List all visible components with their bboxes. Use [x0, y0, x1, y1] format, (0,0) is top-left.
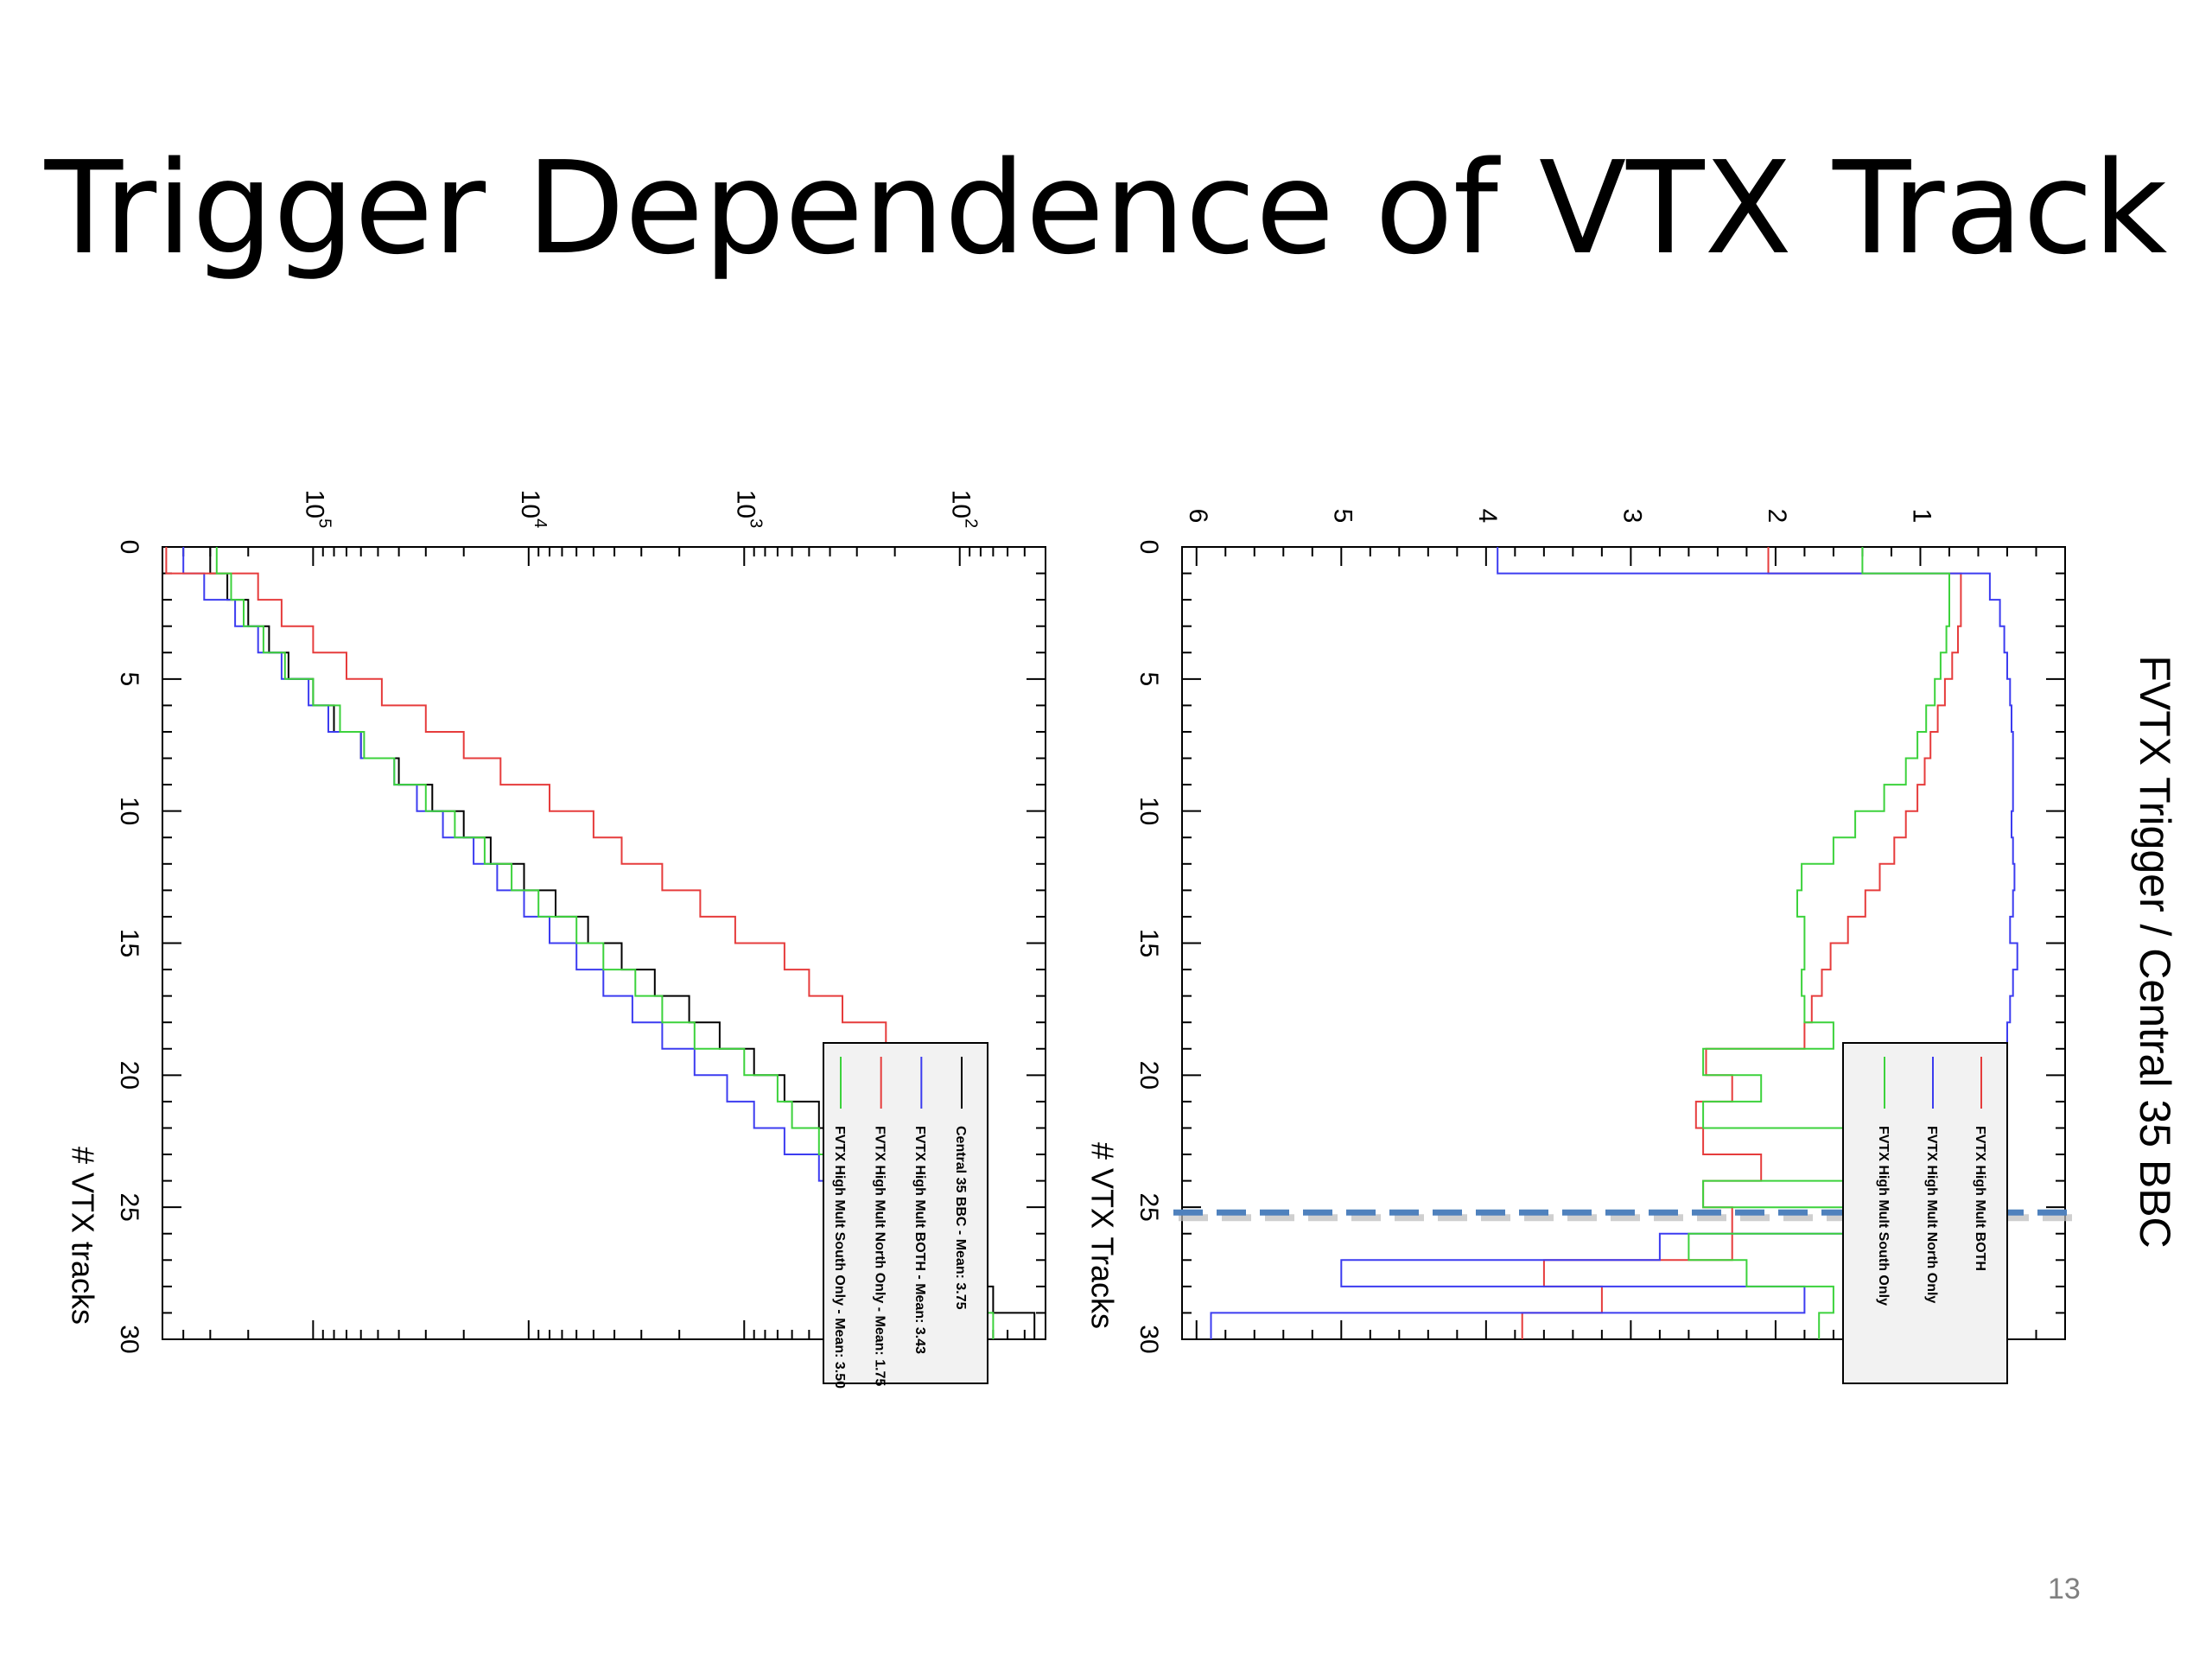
- y-tick-label: 104: [516, 490, 550, 529]
- series-line-3: [1688, 547, 1973, 1339]
- y-tick-label-base: 10: [300, 490, 328, 518]
- x-tick-label: 20: [115, 1061, 143, 1090]
- y-tick-label-base: 10: [516, 490, 544, 518]
- y-tick-label: 103: [731, 490, 765, 529]
- x-tick-label: 10: [1135, 797, 1163, 825]
- x-tick-label: 30: [1135, 1325, 1163, 1353]
- legend-label: Central 35 BBC - Mean: 3.75: [953, 1126, 968, 1310]
- x-tick-label: 25: [115, 1192, 143, 1221]
- y-tick-label: 5: [1328, 509, 1357, 524]
- y-tick-label: 102: [947, 490, 981, 529]
- legend: FVTX High Mult BOTH FVTX High Mult North …: [1842, 1042, 2008, 1384]
- y-tick-label-base: 10: [947, 490, 976, 518]
- x-tick-label: 30: [115, 1325, 143, 1353]
- x-tick-label: 5: [1135, 671, 1163, 686]
- legend-box: [1842, 1042, 2008, 1384]
- series-line-2: [182, 547, 930, 1339]
- y-tick-label: 2: [1763, 509, 1791, 524]
- x-tick-label: 25: [1135, 1192, 1163, 1221]
- y-tick-label-exponent: 3: [746, 518, 765, 528]
- legend-label: FVTX High Mult South Only: [1876, 1126, 1891, 1306]
- x-tick-label: 5: [115, 671, 143, 686]
- x-tick-label: 0: [115, 540, 143, 555]
- y-tick-label-exponent: 4: [531, 518, 550, 528]
- slide-number: 13: [2048, 1573, 2081, 1605]
- legend-label: FVTX High Mult BOTH - Mean: 3.43: [912, 1126, 927, 1354]
- y-tick-label: 3: [1618, 509, 1646, 524]
- y-tick-label: 6: [1184, 509, 1212, 524]
- y-tick-label: 105: [300, 490, 334, 529]
- x-tick-label: 20: [1135, 1061, 1163, 1090]
- y-tick-label-base: 10: [731, 490, 760, 518]
- legend-label: FVTX High Mult North Only: [1924, 1126, 1939, 1303]
- legend: Central 35 BBC - Mean: 3.75 FVTX High Mul…: [823, 1042, 988, 1389]
- y-tick-label: 4: [1473, 509, 1502, 524]
- y-tick-label-exponent: 5: [315, 518, 334, 528]
- x-axis-label: # VTX tracks: [65, 1147, 100, 1325]
- y-tick-label: 1: [1908, 509, 1936, 524]
- x-tick-label: 0: [1135, 540, 1163, 555]
- legend-label: FVTX High Mult BOTH: [1973, 1126, 1987, 1271]
- chart-2: 0 5 10 15 20 25 30 # VTX Tracks 1 2 3 4 5 6 FVTX High …: [1084, 509, 2179, 1384]
- x-tick-label: 15: [115, 929, 143, 957]
- legend-box: [823, 1042, 988, 1384]
- legend-label: FVTX High Mult South Only - Mean: 3.50: [832, 1126, 847, 1389]
- y-tick-label-exponent: 2: [961, 518, 980, 528]
- slide-title: Trigger Dependence of VTX Track: [44, 134, 2168, 283]
- x-tick-label: 10: [115, 797, 143, 825]
- x-tick-label: 15: [1135, 929, 1163, 957]
- chart-title: FVTX Trigger / Central 35 BBC: [2131, 655, 2179, 1248]
- x-axis-label: # VTX Tracks: [1084, 1142, 1120, 1329]
- legend-label: FVTX High Mult North Only - Mean: 1.75: [872, 1126, 887, 1386]
